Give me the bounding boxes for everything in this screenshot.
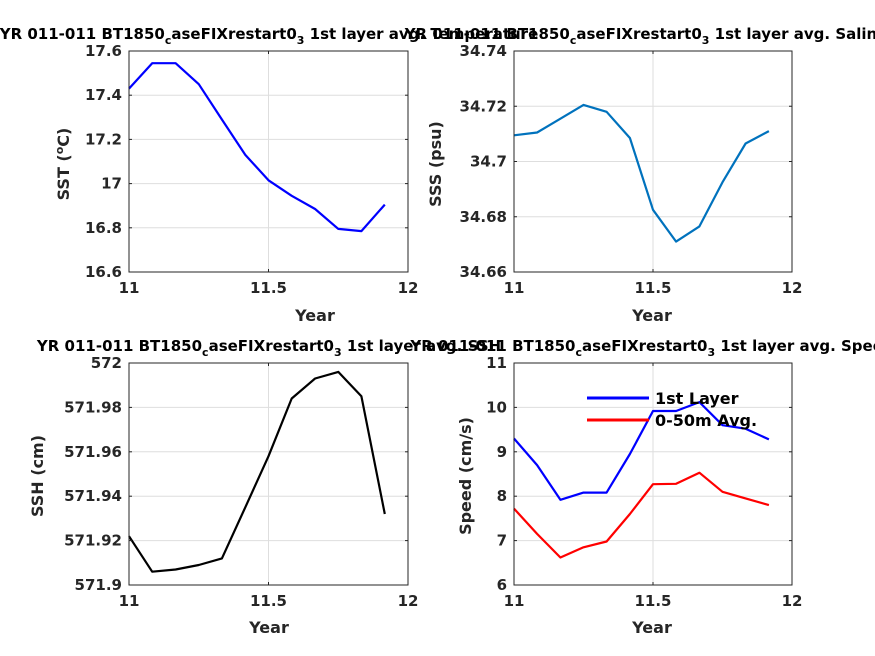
speed-ytick-label: 7: [497, 532, 507, 550]
sst-title-sub2: 3: [297, 34, 305, 47]
ssh-ytick-label: 571.94: [64, 487, 122, 505]
sst-xtick-label: 12: [398, 279, 419, 297]
speed-xtick-label: 11: [504, 592, 525, 610]
sst-xtick-label: 11.5: [250, 279, 287, 297]
speed-title: YR 011-011 BT1850caseFIXrestart03 1st la…: [409, 337, 875, 359]
sst-ylabel-end: C): [54, 128, 73, 147]
speed-title-sub: c: [575, 346, 582, 359]
sss-xtick-label: 11.5: [634, 279, 671, 297]
legend-label-0-50m-avg: 0-50m Avg.: [655, 411, 757, 430]
ssh-title-sub2: 3: [334, 346, 342, 359]
sst-title-mid: aseFIXrestart0: [171, 25, 296, 43]
ssh-title-rest: 1st layer avg. SSH: [342, 337, 501, 355]
sss-ylabel: SSS (psu): [426, 121, 445, 207]
sst-ylabel: SST (oC): [53, 128, 73, 201]
sst-xlabel: Year: [294, 306, 335, 325]
sst-panel: 11 11.5 12 16.6 16.8 17 17.2 17.4 17.6 YR 011-01…: [0, 25, 538, 325]
sst-xtick-label: 11: [119, 279, 140, 297]
sss-title: YR 011-011 BT1850caseFIXrestart03 1st la…: [404, 25, 875, 47]
sss-xlabel: Year: [631, 306, 672, 325]
speed-xtick-label: 12: [782, 592, 803, 610]
sss-title-rest: 1st layer avg. Salinity: [709, 25, 875, 43]
ssh-title-sub: c: [202, 346, 209, 359]
speed-ytick-label: 11: [486, 354, 507, 372]
sst-ylabel-sup: o: [53, 146, 66, 154]
speed-title-sub2: 3: [707, 346, 715, 359]
speed-xlabel: Year: [631, 618, 672, 637]
speed-title-main: YR 011-011 BT1850: [409, 337, 575, 355]
ssh-ytick-label: 571.9: [75, 576, 122, 594]
sss-ytick-label: 34.66: [460, 263, 507, 281]
sst-ytick-label: 17.4: [85, 86, 122, 104]
speed-panel: 11 11.5 12 6 7 8 9 10 11 YR 011-011 BT1850caseFI…: [409, 337, 875, 637]
ssh-xtick-label: 11: [119, 592, 140, 610]
ssh-title-mid: aseFIXrestart0: [209, 337, 334, 355]
ssh-panel: 11 11.5 12 571.9 571.92 571.94 571.96 571.98 572…: [28, 337, 501, 637]
speed-plot-area: 11 11.5 12 6 7 8 9 10 11: [486, 354, 802, 610]
legend-label-1st-layer: 1st Layer: [655, 389, 739, 408]
sst-title-sub: c: [165, 34, 172, 47]
sst-title-main: YR 011-011 BT1850: [0, 25, 165, 43]
sst-ytick-label: 17.2: [85, 130, 122, 148]
sss-ytick-label: 34.74: [460, 42, 507, 60]
speed-ytick-label: 10: [486, 398, 507, 416]
sst-ytick-label: 16.8: [85, 219, 122, 237]
sss-title-mid: aseFIXrestart0: [576, 25, 701, 43]
sst-title-rest: 1st layer avg. Temperature: [304, 25, 538, 43]
sss-plot-area: 11 11.5 12 34.66 34.68 34.7 34.72 34.74: [460, 42, 803, 297]
speed-ytick-label: 9: [497, 443, 507, 461]
sss-title-main: YR 011-011 BT1850: [404, 25, 570, 43]
sss-line-series-0: [513, 103, 770, 243]
ssh-ytick-label: 571.98: [64, 398, 122, 416]
ssh-ytick-label: 572: [91, 354, 122, 372]
ssh-line-series-0: [128, 370, 386, 573]
ssh-ylabel: SSH (cm): [28, 435, 47, 517]
sss-ytick-label: 34.68: [460, 208, 507, 226]
sss-title-sub2: 3: [702, 34, 710, 47]
sss-panel: 11 11.5 12 34.66 34.68 34.7 34.72 34.74 YR 011-…: [404, 25, 875, 325]
sss-xtick-label: 11: [504, 279, 525, 297]
ssh-xtick-label: 12: [398, 592, 419, 610]
ssh-xlabel: Year: [248, 618, 289, 637]
ssh-xtick-label: 11.5: [250, 592, 287, 610]
sss-title-sub: c: [570, 34, 577, 47]
sst-ytick-label: 17.6: [85, 42, 122, 60]
speed-title-mid: aseFIXrestart0: [582, 337, 707, 355]
sst-ylabel-main: SST (: [54, 154, 73, 200]
sst-title: YR 011-011 BT1850caseFIXrestart03 1st la…: [0, 25, 538, 47]
speed-legend: 1st Layer 0-50m Avg.: [587, 389, 757, 430]
sst-plot-area: 11 11.5 12 16.6 16.8 17 17.2 17.4 17.6: [85, 42, 418, 297]
sss-ytick-label: 34.72: [460, 97, 507, 115]
sst-ytick-label: 17: [101, 175, 122, 193]
speed-title-rest: 1st layer avg. Speed: [715, 337, 875, 355]
sst-line-series-0: [128, 62, 386, 233]
speed-ytick-label: 6: [497, 576, 507, 594]
speed-ylabel: Speed (cm/s): [456, 417, 475, 535]
ssh-ytick-label: 571.92: [64, 532, 122, 550]
ssh-title-main: YR 011-011 BT1850: [36, 337, 202, 355]
sss-xtick-label: 12: [782, 279, 803, 297]
speed-line-1st-layer: [513, 401, 770, 501]
speed-line-0-50m-avg: [513, 471, 770, 559]
speed-xtick-label: 11.5: [634, 592, 671, 610]
ssh-title: YR 011-011 BT1850caseFIXrestart03 1st la…: [36, 337, 501, 359]
sst-ytick-label: 16.6: [85, 263, 122, 281]
ssh-ytick-label: 571.96: [64, 443, 122, 461]
speed-ytick-label: 8: [497, 487, 507, 505]
sss-ytick-label: 34.7: [470, 153, 507, 171]
ssh-plot-area: 11 11.5 12 571.9 571.92 571.94 571.96 571.98 572: [64, 354, 418, 610]
